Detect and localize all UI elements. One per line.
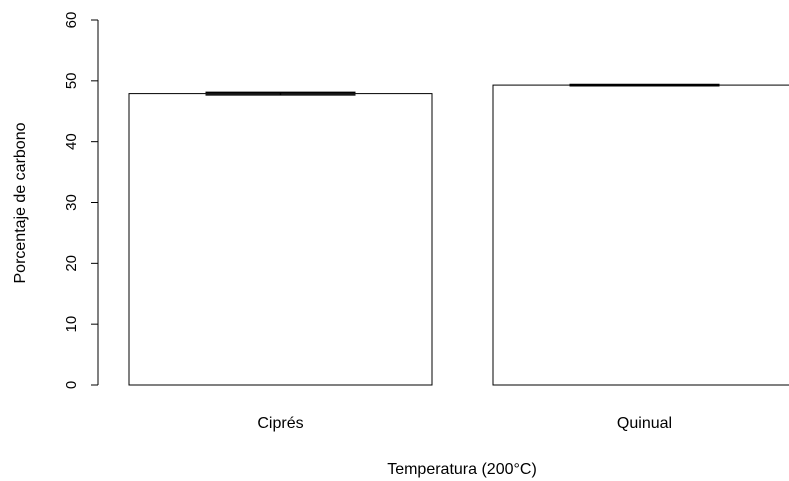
x-axis-title: Temperatura (200°C) xyxy=(387,461,537,478)
category-label: Quinual xyxy=(617,415,672,432)
bar xyxy=(492,84,789,386)
category-label: Ciprés xyxy=(257,415,303,432)
y-tick-label: 10 xyxy=(63,316,80,333)
y-tick-label: 30 xyxy=(63,194,80,211)
category-labels: Ciprés Quinual xyxy=(257,415,672,432)
y-tick-label: 0 xyxy=(63,381,80,389)
y-axis-title: Porcentaje de carbono xyxy=(12,122,29,283)
y-tick-label: 40 xyxy=(63,133,80,150)
bars xyxy=(128,83,789,386)
y-tick-label: 20 xyxy=(63,255,80,272)
bar xyxy=(128,93,433,386)
y-tick-label: 60 xyxy=(63,12,80,29)
y-tick-label: 50 xyxy=(63,72,80,89)
y-axis: 0 10 20 30 40 50 60 xyxy=(63,12,99,389)
